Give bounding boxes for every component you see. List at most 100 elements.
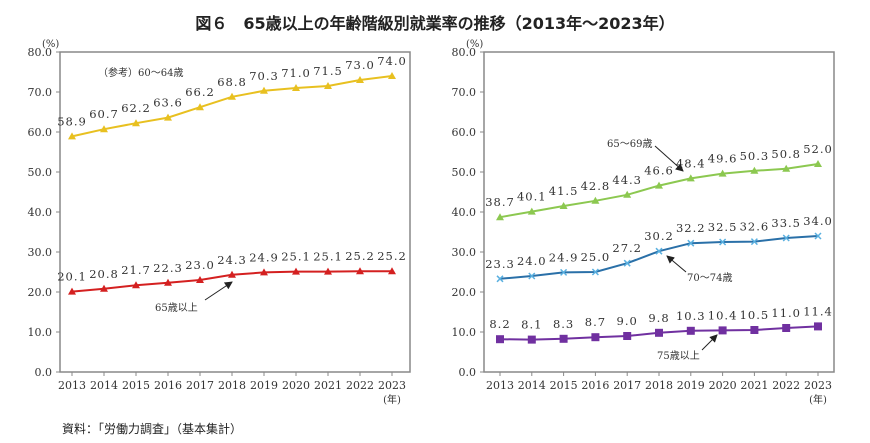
x-tick-label: 2023 (804, 379, 832, 392)
data-point (559, 202, 568, 209)
x-tick-label: 2019 (250, 379, 278, 392)
series-annotation: 65歳以上 (155, 302, 198, 314)
y-tick-label: 30.0 (28, 246, 53, 259)
x-tick-label: 2020 (282, 379, 310, 392)
y-tick-label: 50.0 (452, 166, 477, 179)
x-unit-label: (年) (809, 393, 827, 406)
data-point (623, 259, 631, 267)
data-point (782, 324, 791, 332)
x-tick-label: 2016 (581, 379, 609, 392)
data-label: 44.3 (612, 173, 642, 187)
data-label: 40.1 (517, 190, 547, 204)
data-label: 20.8 (89, 267, 119, 281)
data-point (100, 284, 108, 292)
data-point (356, 267, 364, 275)
data-label: 11.0 (771, 306, 801, 320)
data-label: 52.0 (803, 142, 833, 156)
data-label: 10.3 (676, 309, 706, 323)
data-point (782, 234, 790, 242)
data-point (623, 332, 632, 340)
y-tick-label: 0.0 (35, 366, 53, 379)
data-label: 50.8 (771, 147, 801, 161)
data-point (782, 164, 791, 172)
x-tick-label: 2022 (346, 379, 374, 392)
data-label: 71.5 (313, 64, 343, 78)
x-tick-label: 2021 (740, 379, 768, 392)
data-point (228, 92, 236, 100)
source-note: 資料：「労働力調査」（基本集計） (62, 422, 243, 436)
data-label: 25.2 (345, 249, 375, 263)
data-point (496, 275, 504, 283)
data-label: 62.2 (121, 101, 151, 115)
y-tick-label: 60.0 (28, 126, 53, 139)
x-tick-label: 2017 (613, 379, 641, 392)
chart-title: 図６ 65歳以上の年齢階級別就業率の推移（2013年～2023年） (195, 14, 675, 33)
data-point (324, 82, 332, 89)
data-label: 21.7 (121, 263, 151, 277)
data-point (132, 281, 140, 289)
y-tick-label: 50.0 (28, 166, 53, 179)
data-label: 30.2 (644, 229, 674, 243)
data-label: 8.3 (553, 317, 574, 331)
x-tick-label: 2022 (772, 379, 800, 392)
data-point (496, 213, 504, 221)
data-label: 24.9 (249, 250, 279, 264)
data-label: 24.9 (549, 250, 579, 264)
data-label: 8.1 (521, 318, 542, 332)
data-point (814, 322, 822, 331)
data-label: 10.4 (708, 308, 738, 322)
x-tick-label: 2013 (486, 379, 514, 392)
y-unit-label: (%) (42, 39, 59, 50)
y-tick-label: 40.0 (28, 206, 53, 219)
y-tick-label: 30.0 (452, 246, 477, 259)
data-label: 63.6 (153, 96, 183, 110)
data-label: 73.0 (345, 58, 375, 72)
data-point (100, 125, 108, 133)
data-label: 33.5 (771, 216, 801, 230)
y-tick-label: 70.0 (452, 86, 477, 99)
data-point (68, 132, 76, 140)
data-label: 50.3 (740, 149, 770, 163)
data-label: 32.6 (740, 220, 770, 234)
data-point (356, 76, 364, 83)
data-point (528, 272, 536, 280)
data-label: 38.7 (485, 195, 515, 209)
data-label: 25.1 (281, 250, 311, 264)
data-label: 9.8 (648, 311, 669, 325)
x-tick-label: 2015 (122, 379, 150, 392)
data-label: 74.0 (377, 54, 407, 68)
data-label: 8.7 (585, 315, 606, 329)
data-point (750, 238, 758, 246)
series-annotation: （参考）60～64歳 (98, 66, 183, 79)
data-label: 20.1 (57, 270, 87, 284)
y-unit-label: (%) (466, 39, 483, 50)
data-point (687, 239, 695, 247)
data-point (718, 326, 727, 335)
data-point (686, 326, 695, 335)
data-label: 49.6 (708, 152, 738, 166)
data-point (164, 113, 172, 121)
annotation-arrow (701, 334, 718, 351)
x-tick-label: 2019 (677, 379, 705, 392)
x-tick-label: 2021 (314, 379, 342, 392)
data-label: 24.3 (217, 253, 247, 267)
y-tick-label: 80.0 (28, 46, 53, 59)
x-tick-label: 2014 (518, 379, 546, 392)
data-label: 66.2 (185, 85, 215, 99)
data-point (560, 268, 568, 276)
series-annotation: 70～74歳 (687, 272, 732, 284)
x-tick-label: 2023 (378, 379, 406, 392)
data-point (292, 84, 300, 91)
y-tick-label: 20.0 (452, 286, 477, 299)
x-tick-label: 2014 (90, 379, 118, 392)
data-point (132, 119, 140, 127)
data-label: 10.5 (740, 308, 770, 322)
data-label: 46.6 (644, 164, 674, 178)
data-label: 25.2 (377, 249, 407, 263)
y-tick-label: 0.0 (459, 366, 477, 379)
data-point (196, 276, 204, 283)
x-tick-label: 2013 (58, 379, 86, 392)
data-point (623, 190, 632, 198)
annotation-arrow (204, 281, 233, 301)
data-point (228, 270, 236, 278)
